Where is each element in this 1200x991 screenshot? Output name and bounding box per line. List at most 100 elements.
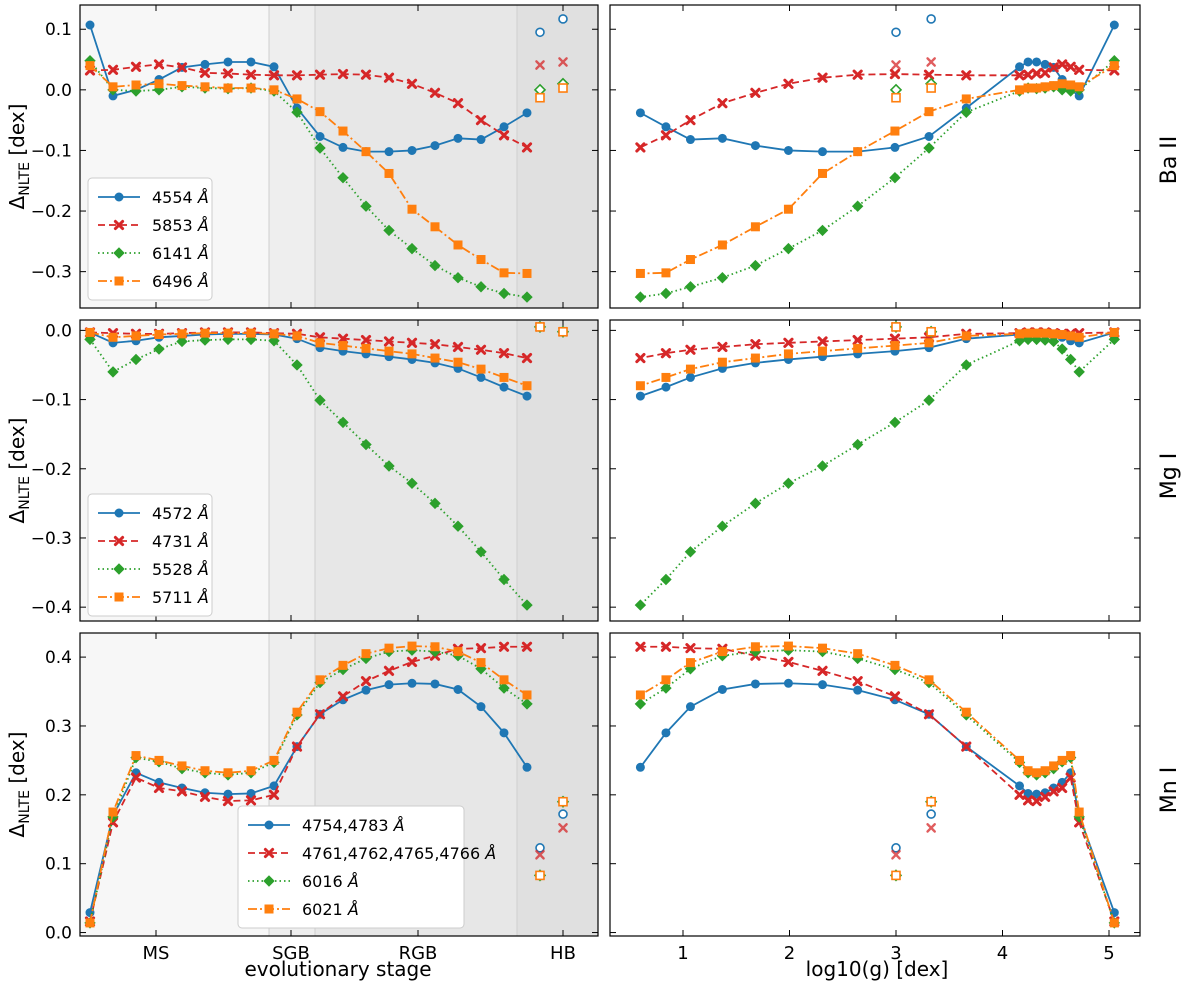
data-point <box>783 641 793 651</box>
data-point <box>176 62 188 73</box>
data-point <box>406 656 418 668</box>
data-point <box>1066 751 1076 761</box>
legend-label: 5528 Å <box>152 560 209 579</box>
data-point <box>85 918 95 928</box>
data-point <box>852 69 863 80</box>
data-point <box>1073 366 1085 378</box>
data-point <box>1066 80 1076 90</box>
legend-marker <box>113 219 125 231</box>
hb-point <box>558 326 568 337</box>
x-tick-label: 5 <box>1103 943 1114 964</box>
data-point <box>200 59 210 69</box>
angstrom-unit: Å <box>347 900 359 919</box>
legend-label: 6496 Å <box>152 272 209 291</box>
data-point <box>153 59 165 70</box>
data-point <box>176 335 188 348</box>
data-point <box>338 341 348 351</box>
data-point <box>430 353 440 363</box>
y-axis-label: ΔNLTE [dex] <box>5 104 33 210</box>
data-point <box>660 641 672 652</box>
data-point <box>749 497 762 510</box>
panel-2-right: 1 2 3 4 5 <box>609 632 1141 964</box>
data-point <box>660 682 672 694</box>
data-point <box>750 679 760 689</box>
series-4761,4762,4765,4766 <box>635 641 1120 927</box>
y-label-sub: NLTE <box>17 790 33 824</box>
data-point <box>960 359 972 371</box>
y-tick-label: −0.2 <box>31 460 72 480</box>
data-point <box>1109 327 1119 337</box>
hb-point <box>926 83 936 93</box>
data-point <box>783 678 793 688</box>
hb-point <box>558 796 568 807</box>
y-label-unit: [dex] <box>5 418 29 476</box>
panel-1-right <box>609 319 1141 622</box>
x-tick-label: MS <box>143 943 170 964</box>
data-point <box>269 755 279 765</box>
hb-point <box>891 870 901 881</box>
data-point <box>199 791 211 802</box>
data-point <box>200 328 210 338</box>
data-point <box>107 64 119 75</box>
data-point <box>783 78 794 89</box>
data-point <box>430 679 440 689</box>
data-point <box>154 755 164 765</box>
legend-box <box>237 805 465 929</box>
data-point <box>360 334 372 346</box>
data-point <box>818 346 828 356</box>
data-point <box>292 94 302 104</box>
data-point <box>291 741 303 752</box>
data-point <box>499 728 509 738</box>
data-point <box>1049 761 1059 771</box>
data-point <box>924 675 934 685</box>
data-point <box>660 130 672 141</box>
hb-point <box>535 843 545 853</box>
data-point <box>200 82 210 92</box>
data-point <box>750 353 760 363</box>
series-line <box>640 64 1115 275</box>
data-point <box>476 135 486 145</box>
x-tick-label: RGB <box>399 943 438 964</box>
data-point <box>1015 329 1025 339</box>
data-point <box>314 709 326 720</box>
data-point <box>521 698 533 710</box>
legend-marker <box>263 875 275 887</box>
hb-point <box>891 322 901 332</box>
data-point <box>452 520 464 532</box>
data-point <box>1015 781 1025 791</box>
data-point <box>200 766 210 776</box>
data-point <box>685 115 696 126</box>
angstrom-unit: Å <box>197 272 209 291</box>
data-point <box>407 641 417 651</box>
x-tick-label: 2 <box>784 943 795 964</box>
series-5711 <box>635 322 1119 391</box>
data-point <box>246 766 256 776</box>
data-point <box>1040 766 1050 776</box>
data-point <box>475 643 487 654</box>
stage-band <box>517 633 598 936</box>
hb-point <box>558 83 568 93</box>
data-point <box>1032 83 1042 93</box>
data-point <box>717 98 728 109</box>
data-point <box>818 168 828 178</box>
data-point <box>853 343 863 353</box>
data-point <box>292 331 302 341</box>
data-point <box>246 83 256 93</box>
data-point <box>1074 332 1084 342</box>
data-point <box>816 224 829 237</box>
data-point <box>1048 786 1059 797</box>
x-axis-label-left: evolutionary stage <box>244 957 431 981</box>
data-point <box>717 240 727 250</box>
data-point <box>750 339 761 350</box>
data-point <box>783 349 793 359</box>
data-point <box>476 702 486 712</box>
x-axis-label-right: log10(g) [dex] <box>806 957 949 981</box>
data-point <box>499 122 509 132</box>
data-point <box>498 641 510 652</box>
data-point <box>360 200 372 212</box>
data-point <box>717 133 727 143</box>
row-label-mn: Mn I <box>1157 767 1182 813</box>
data-point <box>154 330 164 340</box>
data-point <box>453 240 463 250</box>
